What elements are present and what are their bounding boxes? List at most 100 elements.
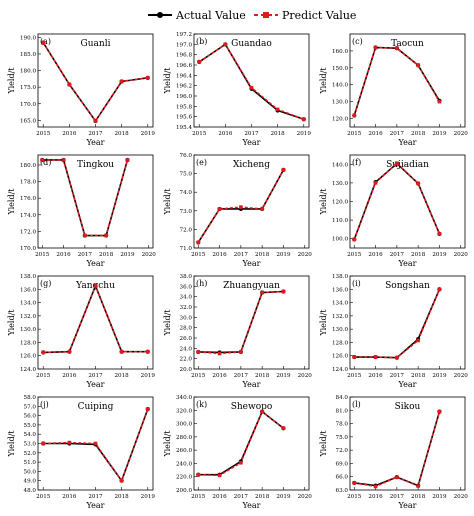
x-tick-label: 2015 (191, 373, 206, 379)
x-tick-label: 2017 (88, 131, 103, 137)
y-tick-label: 136.0 (20, 287, 36, 293)
y-tick-label: 72.0 (336, 448, 349, 454)
y-tick-label: 81.0 (336, 408, 349, 414)
predict-point (416, 63, 420, 68)
x-axis-label: Year (86, 501, 105, 510)
y-tick-label: 240.0 (176, 461, 192, 467)
subplot-8: 20.0 22.0 24.0 26.0 28.0 30.0 32.0 34.0 36.0 38.0… (163, 274, 312, 389)
y-tick-label: 130.0 (332, 327, 348, 333)
x-tick-label: 2015 (347, 252, 362, 258)
y-tick-label: 66.0 (336, 475, 349, 481)
panel-title: Xicheng (233, 160, 270, 170)
y-tick-label: 63.0 (336, 488, 349, 494)
y-tick-label: 220.0 (176, 475, 192, 481)
predict-point (416, 484, 420, 488)
legend-actual-marker (157, 12, 163, 18)
y-tick-label: 73.0 (180, 209, 193, 215)
x-tick-label: 2019 (276, 494, 291, 500)
y-tick-label: 78.0 (336, 422, 349, 428)
predict-point (437, 99, 442, 104)
y-tick-label: 197.2 (176, 32, 192, 38)
predict-point (301, 117, 306, 122)
y-tick-label: 36.0 (180, 284, 193, 290)
y-tick-label: 120.0 (332, 200, 348, 206)
predict-point (281, 168, 286, 172)
x-tick-label: 2020 (454, 494, 469, 500)
panel-label: (f) (352, 158, 361, 167)
x-tick-label: 2019 (432, 131, 447, 137)
y-tick-label: 138.0 (332, 274, 348, 280)
predict-point (373, 355, 378, 359)
y-tick-label: 110.0 (332, 218, 348, 224)
predict-point (119, 79, 124, 84)
panel-label: (h) (196, 279, 207, 288)
y-tick-label: 172.0 (20, 229, 36, 235)
panel-title: Sujiadian (386, 160, 429, 170)
predict-point (217, 473, 222, 478)
panel-label: (b) (196, 37, 207, 46)
y-tick-label: 30.0 (180, 315, 193, 321)
y-tick-label: 185.0 (20, 52, 36, 58)
x-tick-label: 2020 (298, 373, 313, 379)
y-tick-label: 74.0 (180, 190, 193, 196)
x-tick-label: 2020 (454, 131, 469, 137)
actual-series-line (198, 43, 305, 121)
plot-frame (193, 396, 310, 491)
predict-point (239, 350, 243, 354)
y-tick-label: 76.0 (180, 153, 193, 159)
x-tick-label: 2019 (297, 131, 312, 137)
y-tick-label: 34.0 (180, 295, 193, 301)
predict-point (281, 289, 286, 294)
x-tick-label: 2019 (276, 373, 291, 379)
panel-label: (c) (352, 37, 363, 46)
x-axis-label: Year (86, 380, 105, 389)
y-tick-label: 38.0 (180, 274, 193, 280)
predict-point (40, 158, 45, 162)
predict-point (197, 60, 202, 64)
panel-title: Taocun (391, 39, 424, 49)
predict-point (352, 113, 357, 118)
x-tick-label: 2020 (298, 494, 313, 500)
x-tick-label: 2017 (88, 494, 103, 500)
y-tick-label: 52.0 (24, 451, 37, 457)
subplot-5: 71.0 72.0 73.0 74.0 75.0 76.0 2015 2016 2017 2018… (163, 153, 312, 268)
actual-series-line (43, 283, 148, 354)
predict-series-line (42, 42, 148, 123)
predict-point (416, 181, 420, 186)
x-tick-label: 2016 (62, 494, 77, 500)
panel-title: Guandao (231, 39, 272, 49)
panel-label: (l) (352, 400, 361, 409)
x-tick-label: 2015 (36, 494, 51, 500)
y-axis-label: Yield/t (319, 67, 328, 95)
y-tick-label: 340.0 (176, 395, 192, 401)
subplot-11: 200.0 220.0 240.0 260.0 280.0 300.0 320.0 340.0… (163, 395, 312, 510)
predict-point (41, 350, 46, 355)
x-tick-label: 2016 (62, 373, 77, 379)
y-axis-label: Yield/t (7, 67, 16, 95)
predict-point (275, 107, 280, 112)
y-tick-label: 128.0 (332, 340, 348, 346)
x-tick-label: 2017 (234, 373, 249, 379)
y-tick-label: 28.0 (180, 326, 193, 332)
predict-point (373, 181, 378, 185)
y-tick-label: 150.0 (332, 66, 348, 72)
x-axis-label: Year (398, 138, 417, 147)
x-tick-label: 2017 (88, 373, 103, 379)
y-tick-label: 170.0 (20, 102, 36, 108)
y-axis-label: Yield/t (319, 188, 328, 216)
subplot-6: 100.0 110.0 120.0 130.0 140.0 2015 2016 2017 201… (319, 154, 468, 268)
actual-series-line (353, 162, 441, 240)
predict-point (41, 441, 46, 446)
y-tick-label: 197.0 (176, 42, 192, 48)
panel-title: Songshan (385, 281, 430, 291)
x-tick-label: 2017 (244, 131, 259, 137)
panel-title: Guanli (81, 39, 111, 49)
y-axis-label: Yield/t (319, 309, 328, 337)
predict-point (239, 205, 243, 209)
x-tick-label: 2015 (347, 494, 362, 500)
x-tick-label: 2016 (368, 131, 383, 137)
x-tick-label: 2015 (35, 252, 50, 258)
x-axis-label: Year (398, 259, 417, 268)
x-axis-label: Year (242, 138, 261, 147)
y-tick-label: 196.4 (176, 73, 192, 79)
